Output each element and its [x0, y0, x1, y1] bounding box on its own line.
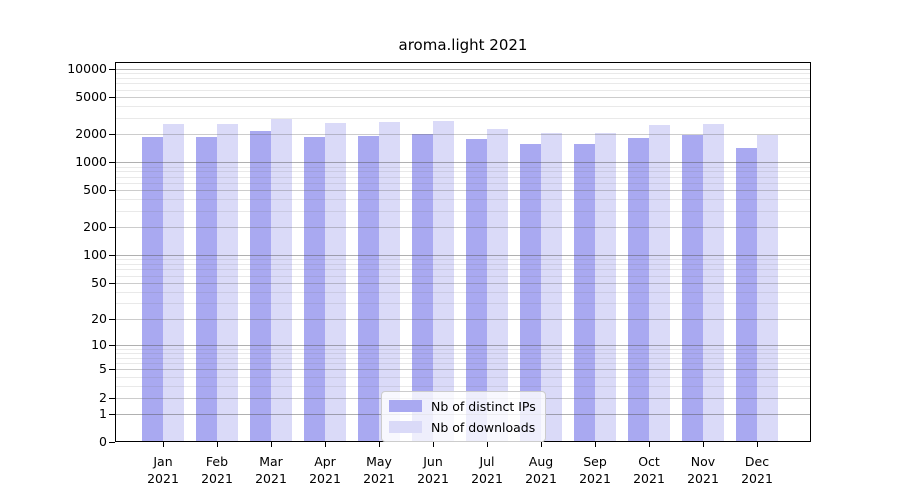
bar-dec-distinct-ips [736, 147, 757, 442]
legend-item-distinct-ips: Nb of distinct IPs [389, 397, 536, 415]
bar-apr-distinct-ips [304, 136, 325, 442]
bar-jul-distinct-ips [466, 138, 487, 442]
bar-nov-distinct-ips [682, 135, 703, 442]
chart-legend: Nb of distinct IPs Nb of downloads [381, 391, 546, 442]
bar-apr-downloads [325, 122, 346, 442]
bar-may-downloads [379, 121, 400, 442]
bar-aug-distinct-ips [520, 143, 541, 442]
legend-label-downloads: Nb of downloads [431, 419, 536, 435]
legend-swatch-distinct-ips [389, 400, 422, 412]
bar-jul-downloads [487, 128, 508, 442]
bar-nov-downloads [703, 124, 724, 442]
bar-oct-downloads [649, 124, 670, 442]
bar-dec-downloads [757, 134, 778, 442]
bar-may-distinct-ips [358, 136, 379, 442]
bar-aug-downloads [541, 133, 562, 442]
legend-label-distinct-ips: Nb of distinct IPs [431, 398, 536, 414]
bar-feb-downloads [217, 124, 238, 442]
chart-title: aroma.light 2021 [398, 36, 528, 54]
bar-jan-downloads [163, 124, 184, 442]
bar-sep-distinct-ips [574, 144, 595, 442]
bar-feb-distinct-ips [196, 137, 217, 442]
legend-item-downloads: Nb of downloads [389, 418, 536, 436]
bar-mar-distinct-ips [250, 131, 271, 442]
bar-jan-distinct-ips [142, 136, 163, 442]
legend-swatch-downloads [389, 421, 422, 433]
bar-mar-downloads [271, 118, 292, 442]
bar-sep-downloads [595, 132, 616, 442]
bar-jun-downloads [433, 120, 454, 442]
bar-jun-distinct-ips [412, 134, 433, 442]
bar-oct-distinct-ips [628, 137, 649, 442]
